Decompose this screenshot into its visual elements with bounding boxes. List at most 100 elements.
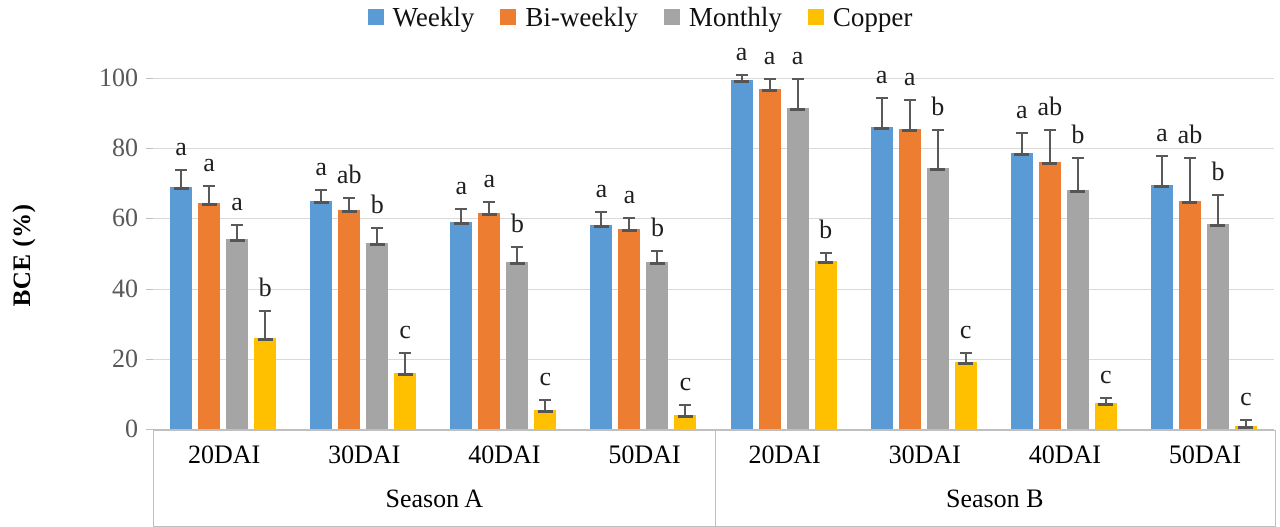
significance-letter: ab	[1037, 91, 1063, 121]
bar-weekly	[590, 225, 613, 429]
bar-bi-weekly	[1178, 200, 1201, 429]
error-bar-cap	[959, 351, 972, 354]
significance-letter: c	[959, 314, 972, 344]
bar-monthly	[646, 262, 669, 429]
significance-letter: a	[1016, 95, 1028, 125]
error-bar-base-cap	[958, 362, 974, 366]
error-bar-cap	[651, 249, 664, 252]
bar-monthly	[226, 239, 249, 429]
y-tick-mark	[146, 288, 153, 290]
bar-copper	[254, 337, 277, 429]
bar-monthly	[786, 107, 809, 429]
error-bar-base-cap	[593, 225, 609, 229]
error-bar-base-cap	[1182, 200, 1198, 204]
y-tick-label: 40	[112, 273, 138, 303]
bar-bi-weekly	[758, 88, 781, 429]
legend-item-weekly: Weekly	[367, 2, 474, 33]
error-bar-base-cap	[1070, 190, 1086, 194]
significance-letter: a	[763, 41, 776, 70]
error-bar-cap	[1015, 132, 1028, 135]
error-bar-cap	[343, 197, 356, 200]
error-bar-line	[656, 249, 659, 263]
error-bar-base-cap	[453, 221, 469, 225]
error-bar-line	[880, 97, 883, 128]
y-tick-label: 100	[99, 63, 138, 92]
significance-letter: a	[875, 60, 888, 90]
x-axis-line	[153, 429, 1274, 430]
bar-monthly	[1066, 190, 1089, 429]
error-bar-base-cap	[313, 200, 329, 204]
legend-swatch-icon	[500, 9, 517, 25]
error-bar-line	[1020, 132, 1023, 154]
bar-monthly	[366, 242, 389, 429]
bar-bi-weekly	[898, 128, 921, 429]
error-bar-base-cap	[173, 186, 189, 190]
y-tick-label: 20	[112, 343, 138, 373]
significance-letter: a	[175, 132, 187, 162]
significance-letter: a	[623, 179, 636, 209]
error-bar-line	[796, 78, 799, 108]
error-bar-line	[1188, 156, 1191, 201]
error-bar-line	[768, 78, 771, 89]
error-bar-base-cap	[649, 262, 665, 266]
season-label: Season B	[946, 484, 1044, 513]
error-bar-line	[180, 169, 183, 187]
error-bar-base-cap	[257, 337, 273, 341]
significance-letter: b	[931, 91, 945, 121]
legend-item-monthly: Monthly	[663, 1, 782, 33]
error-bar-base-cap	[790, 107, 806, 111]
error-bar-base-cap	[481, 213, 497, 217]
error-bar-line	[684, 404, 687, 415]
category-label: 30DAI	[328, 440, 401, 469]
error-bar-cap	[1043, 128, 1056, 131]
error-bar-line	[964, 351, 967, 363]
error-bar-line	[740, 74, 743, 80]
significance-letter: a	[595, 174, 608, 204]
significance-letter: b	[510, 209, 524, 239]
legend-label: Monthly	[688, 1, 782, 32]
legend-swatch-icon	[807, 9, 824, 25]
error-bar-line	[1076, 156, 1079, 191]
significance-letter: b	[258, 272, 272, 302]
legend-swatch-icon	[367, 9, 384, 25]
error-bar-line	[908, 99, 911, 129]
significance-letter: b	[650, 212, 664, 242]
season-divider	[714, 431, 716, 526]
y-tick-mark	[146, 148, 153, 150]
bar-bi-weekly	[618, 228, 641, 429]
season-label: Season A	[385, 484, 484, 513]
y-tick-mark	[146, 78, 153, 79]
significance-letter: a	[455, 170, 468, 200]
error-bar-line	[236, 223, 239, 240]
error-bar-base-cap	[341, 209, 357, 213]
significance-letter: c	[399, 314, 411, 344]
bar-weekly	[170, 186, 193, 429]
bar-monthly	[1206, 223, 1229, 429]
bar-bi-weekly	[478, 213, 501, 429]
error-bar-base-cap	[1154, 185, 1170, 189]
error-bar-line	[320, 188, 323, 201]
bar-bi-weekly	[1038, 162, 1061, 429]
error-bar-cap	[875, 97, 888, 100]
error-bar-base-cap	[537, 409, 553, 413]
bar-weekly	[450, 221, 473, 429]
error-bar-line	[936, 128, 939, 168]
legend: Weekly Bi-weekly Monthly Copper	[0, 0, 1280, 34]
error-bar-line	[1216, 193, 1219, 224]
error-bar-cap	[623, 216, 636, 219]
significance-letter: a	[483, 163, 496, 193]
bar-copper	[814, 260, 837, 429]
bar-weekly	[870, 127, 893, 429]
error-bar-line	[1104, 397, 1107, 403]
significance-letter: a	[1156, 118, 1168, 148]
significance-letter: b	[1211, 156, 1225, 186]
error-bar-cap	[791, 78, 804, 80]
bar-copper	[394, 372, 417, 429]
error-bar-line	[376, 227, 379, 243]
y-tick-mark	[146, 218, 153, 220]
error-bar-cap	[483, 200, 496, 203]
error-bar-cap	[315, 188, 328, 191]
error-bar-line	[1244, 419, 1247, 427]
error-bar-cap	[231, 223, 244, 226]
legend-label: Copper	[832, 1, 913, 32]
